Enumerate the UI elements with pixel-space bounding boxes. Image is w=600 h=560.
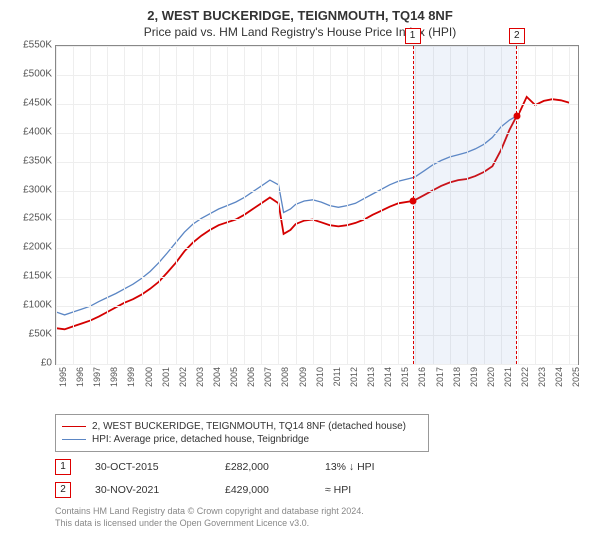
x-axis-label: 1996	[75, 367, 85, 387]
x-axis-label: 2020	[486, 367, 496, 387]
sale-date: 30-NOV-2021	[95, 484, 225, 496]
x-axis-label: 2010	[315, 367, 325, 387]
y-axis-label: £0	[16, 358, 52, 369]
x-axis-label: 2024	[554, 367, 564, 387]
sale-price: £429,000	[225, 484, 325, 496]
y-axis-label: £350K	[16, 155, 52, 166]
y-axis-label: £150K	[16, 271, 52, 282]
x-axis-label: 2021	[503, 367, 513, 387]
chart-area: £0 £50K £100K £150K £200K £250K £300K £350K £400…	[15, 45, 585, 380]
legend-row-subject: 2, WEST BUCKERIDGE, TEIGNMOUTH, TQ14 8NF…	[62, 421, 422, 432]
x-axis-label: 1998	[109, 367, 119, 387]
legend-swatch	[62, 426, 86, 427]
sale-rel: ≈ HPI	[325, 484, 435, 496]
y-axis-label: £500K	[16, 68, 52, 79]
x-axis-label: 2015	[400, 367, 410, 387]
x-axis-label: 1999	[126, 367, 136, 387]
chart-marker-box: 2	[509, 28, 525, 44]
sale-rel: 13% ↓ HPI	[325, 461, 435, 473]
plot-area: 12	[55, 45, 579, 365]
legend-label: HPI: Average price, detached house, Teig…	[92, 434, 309, 445]
y-axis-label: £450K	[16, 97, 52, 108]
x-axis-label: 2003	[195, 367, 205, 387]
chart-dot	[409, 197, 416, 204]
x-axis-label: 2017	[435, 367, 445, 387]
legend-row-hpi: HPI: Average price, detached house, Teig…	[62, 434, 422, 445]
x-axis-label: 2011	[332, 367, 342, 386]
x-axis-label: 2022	[520, 367, 530, 387]
y-axis-label: £200K	[16, 242, 52, 253]
x-axis-label: 2007	[263, 367, 273, 387]
sale-rows: 1 30-OCT-2015 £282,000 13% ↓ HPI 2 30-NO…	[55, 459, 590, 498]
x-axis-label: 2018	[452, 367, 462, 387]
x-axis-label: 2002	[178, 367, 188, 387]
chart-subtitle: Price paid vs. HM Land Registry's House …	[10, 25, 590, 39]
x-axis-label: 2025	[571, 367, 581, 387]
x-axis-label: 1995	[58, 367, 68, 387]
x-axis-label: 2014	[383, 367, 393, 387]
legend-swatch	[62, 439, 86, 440]
x-axis-label: 2009	[298, 367, 308, 387]
y-axis-label: £250K	[16, 213, 52, 224]
x-axis-label: 2006	[246, 367, 256, 387]
chart-title: 2, WEST BUCKERIDGE, TEIGNMOUTH, TQ14 8NF	[10, 8, 590, 23]
copyright-line: Contains HM Land Registry data © Crown c…	[55, 506, 590, 518]
legend: 2, WEST BUCKERIDGE, TEIGNMOUTH, TQ14 8NF…	[55, 414, 429, 452]
y-axis-label: £100K	[16, 300, 52, 311]
y-axis-label: £400K	[16, 126, 52, 137]
sale-price: £282,000	[225, 461, 325, 473]
chart-container: 2, WEST BUCKERIDGE, TEIGNMOUTH, TQ14 8NF…	[0, 0, 600, 535]
sale-marker-box: 2	[55, 482, 71, 498]
x-axis-label: 2016	[417, 367, 427, 387]
x-axis-label: 2004	[212, 367, 222, 387]
x-axis-label: 2000	[144, 367, 154, 387]
y-axis-label: £50K	[16, 329, 52, 340]
copyright-line: This data is licensed under the Open Gov…	[55, 518, 590, 530]
y-axis-label: £300K	[16, 184, 52, 195]
x-axis-label: 2013	[366, 367, 376, 387]
chart-marker-box: 1	[405, 28, 421, 44]
x-axis-label: 2005	[229, 367, 239, 387]
sale-row: 1 30-OCT-2015 £282,000 13% ↓ HPI	[55, 459, 590, 475]
x-axis-label: 2023	[537, 367, 547, 387]
x-axis-label: 2012	[349, 367, 359, 387]
x-axis-label: 1997	[92, 367, 102, 387]
y-axis-label: £550K	[16, 40, 52, 51]
legend-label: 2, WEST BUCKERIDGE, TEIGNMOUTH, TQ14 8NF…	[92, 421, 406, 432]
chart-dot	[513, 112, 520, 119]
shaded-region	[413, 46, 517, 364]
x-axis-label: 2001	[161, 367, 171, 387]
x-axis-label: 2019	[469, 367, 479, 387]
copyright: Contains HM Land Registry data © Crown c…	[55, 506, 590, 529]
sale-marker-box: 1	[55, 459, 71, 475]
sale-date: 30-OCT-2015	[95, 461, 225, 473]
sale-row: 2 30-NOV-2021 £429,000 ≈ HPI	[55, 482, 590, 498]
x-axis-label: 2008	[280, 367, 290, 387]
